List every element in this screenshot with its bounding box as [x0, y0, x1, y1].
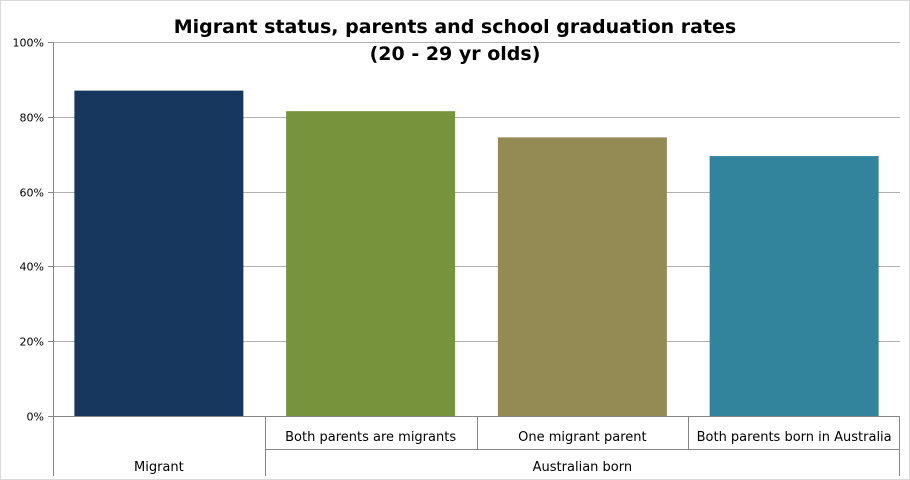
y-tick-label-4: 80% — [20, 112, 44, 125]
chart-subtitle: (20 - 29 yr olds) — [369, 43, 541, 65]
group-label-0: Migrant — [134, 460, 184, 475]
y-tick-label-2: 40% — [20, 261, 44, 274]
y-tick-label-5: 100% — [13, 37, 44, 50]
category-label-1: Both parents are migrants — [285, 430, 456, 445]
chart-title: Migrant status, parents and school gradu… — [173, 16, 737, 38]
category-label-3: Both parents born in Australia — [697, 430, 892, 445]
y-tick-label-1: 20% — [20, 336, 44, 349]
chart-title-block: Migrant status, parents and school gradu… — [0, 14, 910, 68]
y-tick-label-3: 60% — [20, 187, 44, 200]
category-label-2: One migrant parent — [518, 430, 647, 445]
bar-1 — [286, 111, 456, 416]
group-label-1: Australian born — [533, 460, 632, 475]
bar-0 — [74, 90, 244, 417]
bar-3 — [709, 156, 879, 416]
bar-2 — [497, 137, 667, 416]
y-tick-label-0: 0% — [27, 411, 44, 424]
